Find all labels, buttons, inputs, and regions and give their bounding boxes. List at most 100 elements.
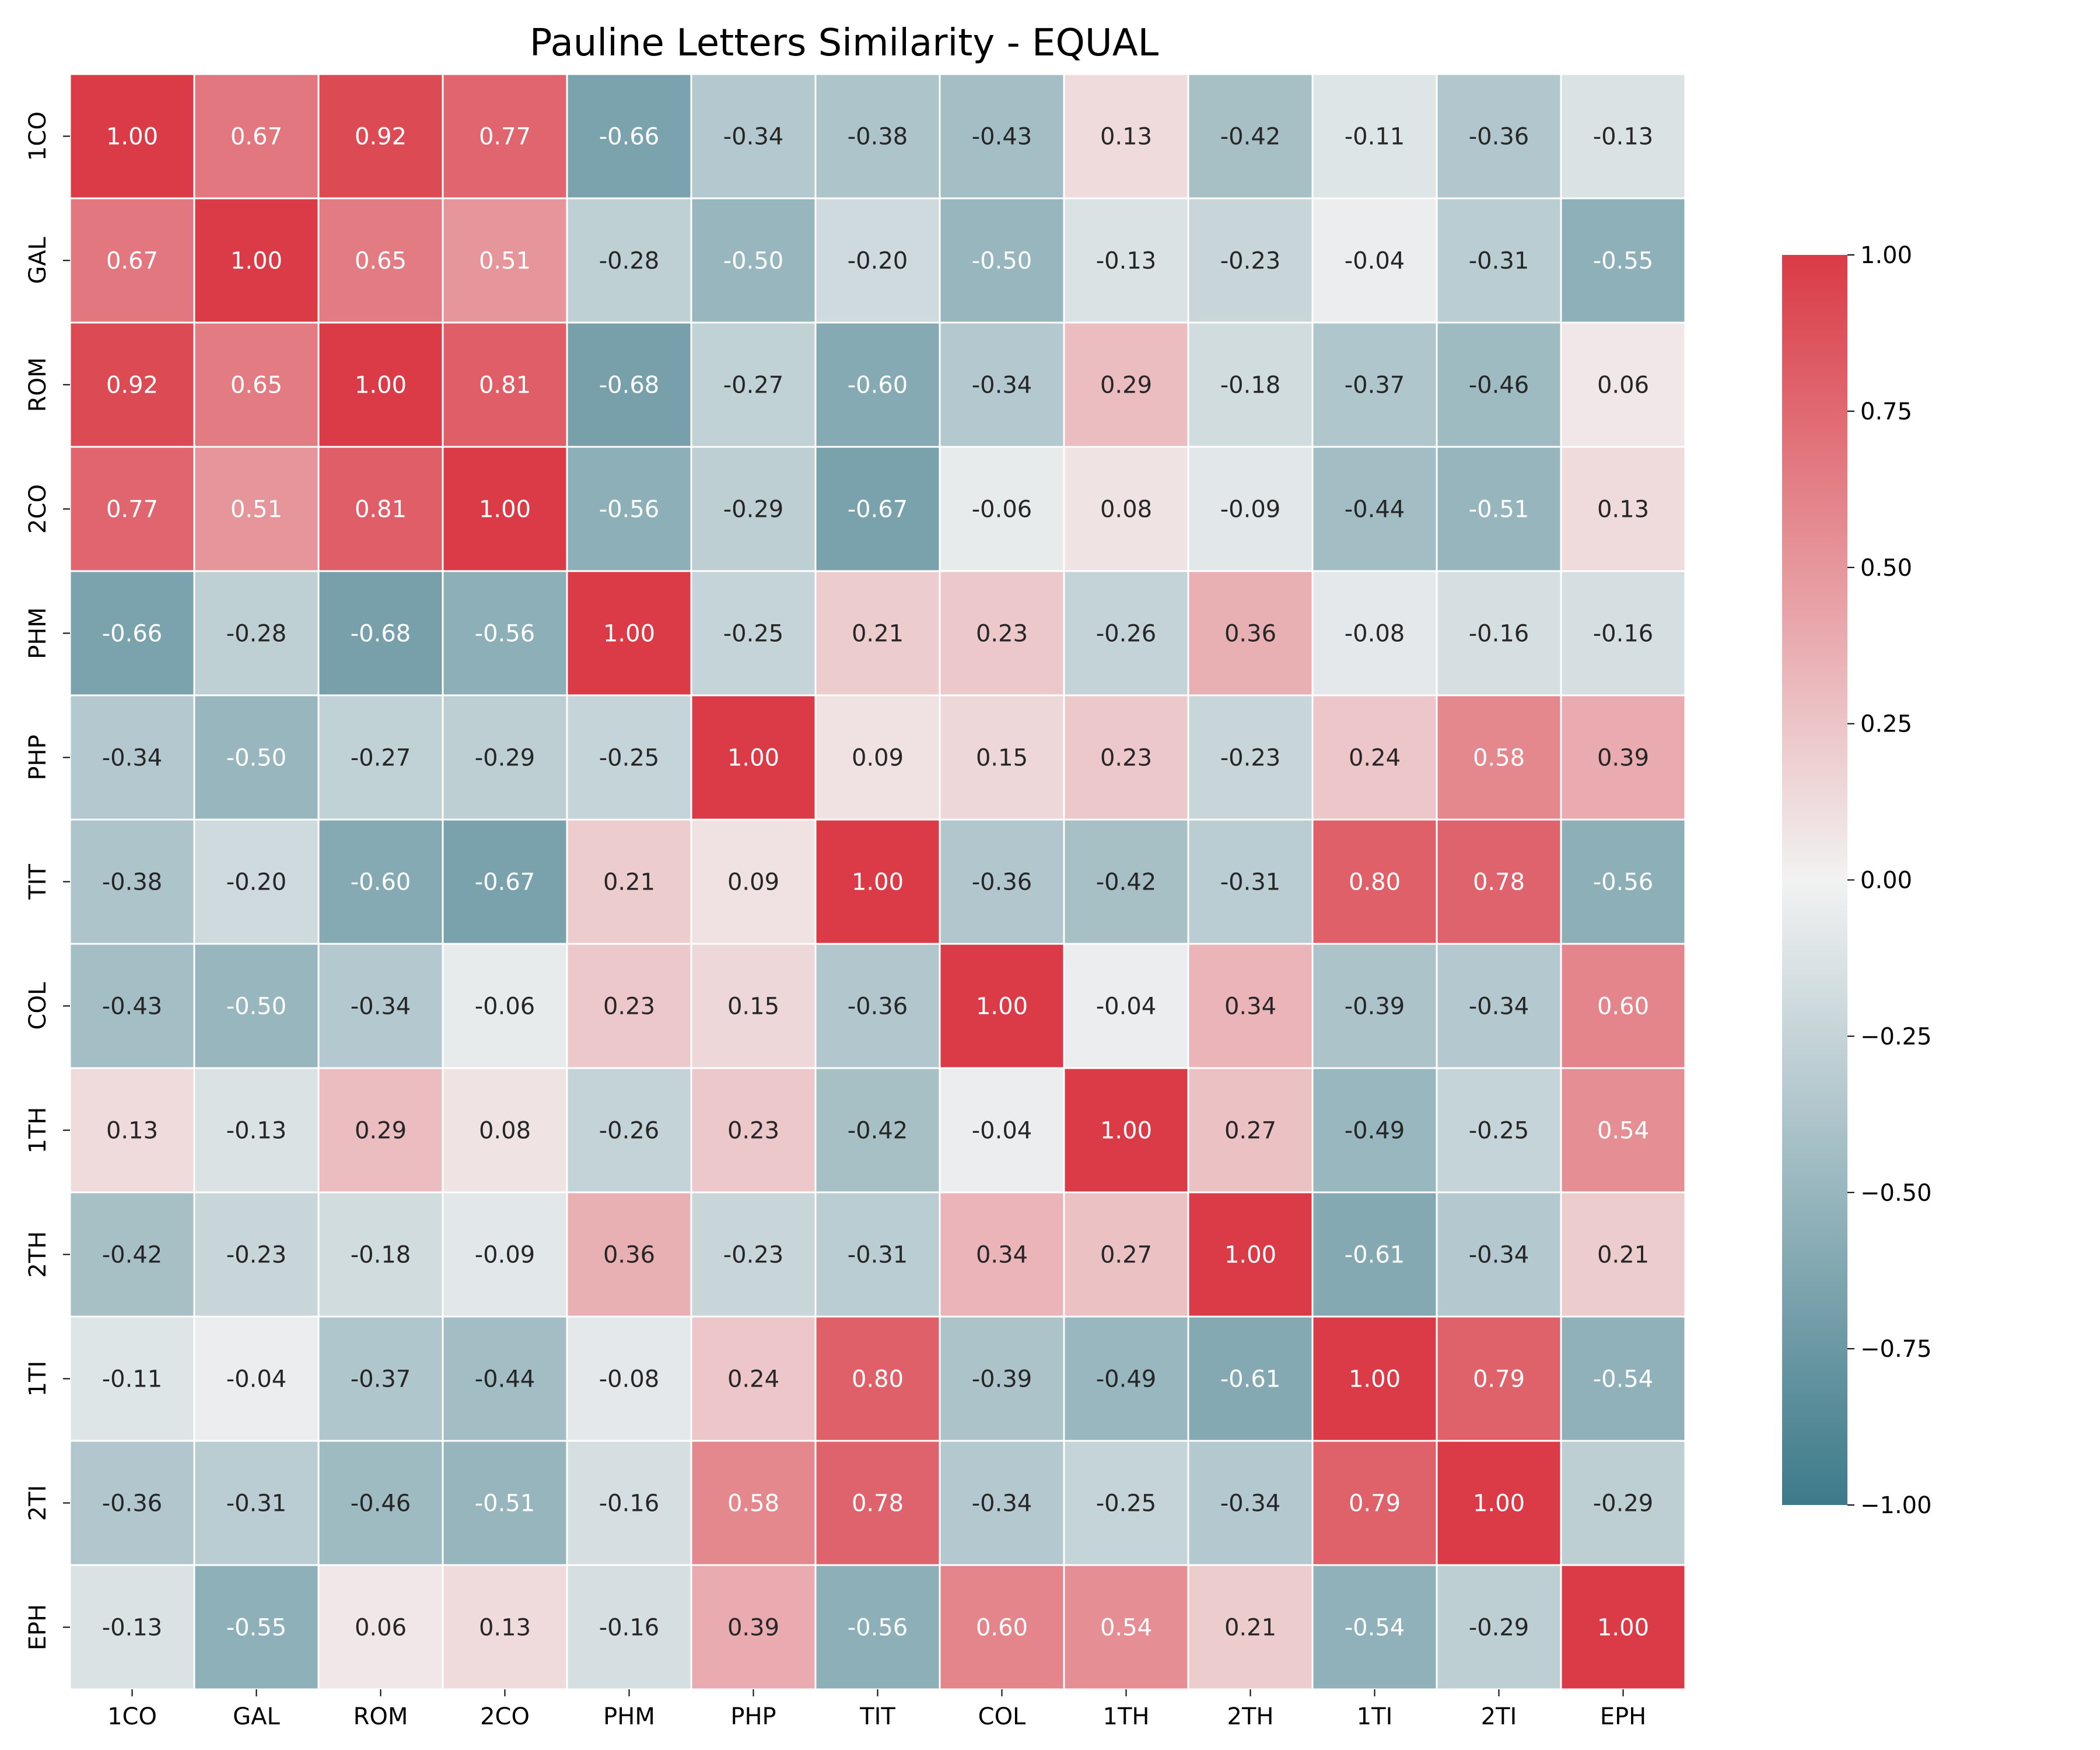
heatmap-cell <box>193 694 320 821</box>
cell-value-label: 0.08 <box>479 1118 531 1144</box>
cell-value-label: -0.09 <box>1220 496 1281 523</box>
cell-value-label: -0.34 <box>972 372 1032 399</box>
cell-value-label: 0.21 <box>1597 1242 1649 1269</box>
cell-value-label: 0.13 <box>1597 496 1649 523</box>
heatmap-cell <box>939 818 1065 945</box>
heatmap-cell <box>814 818 941 945</box>
cell-value-label: -0.25 <box>599 745 660 772</box>
heatmap-cell <box>317 1315 444 1442</box>
heatmap-cell <box>317 197 444 324</box>
cell-value-label: 0.08 <box>1100 496 1152 523</box>
heatmap-cell <box>566 1191 692 1318</box>
heatmap-cell <box>939 1067 1065 1194</box>
cell-value-label: -0.50 <box>226 993 287 1020</box>
y-tick-label: COL <box>24 982 51 1030</box>
cell-value-label: -0.66 <box>102 621 163 648</box>
cell-value-label: 0.79 <box>1473 1366 1525 1393</box>
heatmap-cell <box>1311 446 1438 572</box>
cell-value-label: 0.36 <box>1224 621 1276 648</box>
cell-value-label: -0.18 <box>1220 372 1281 399</box>
cell-value-label: -0.50 <box>972 248 1032 275</box>
cell-value-label: 0.51 <box>479 248 531 275</box>
heatmap-cell <box>1436 570 1562 696</box>
heatmap-cell <box>566 321 692 448</box>
heatmap-cell <box>814 943 941 1069</box>
cell-value-label: -0.61 <box>1345 1242 1405 1269</box>
heatmap-cell <box>1311 570 1438 696</box>
cell-value-label: 0.79 <box>1349 1490 1401 1517</box>
heatmap-cell <box>566 943 692 1069</box>
cell-value-label: -0.29 <box>475 745 536 772</box>
heatmap-cell <box>1063 321 1189 448</box>
cell-value-label: -0.27 <box>723 372 784 399</box>
heatmap-cell <box>317 1564 444 1690</box>
heatmap-cell <box>1560 446 1686 572</box>
heatmap-cell <box>317 446 444 572</box>
cell-value-label: -0.25 <box>1096 1490 1157 1517</box>
cell-value-label: 0.77 <box>106 496 158 523</box>
heatmap-cell <box>939 943 1065 1069</box>
colorbar-tick-label: −0.25 <box>1860 1023 1932 1050</box>
heatmap-cell <box>566 446 692 572</box>
cell-value-label: 0.09 <box>852 745 904 772</box>
heatmap-cell <box>1187 73 1314 200</box>
cell-value-label: -0.04 <box>226 1366 287 1393</box>
heatmap-cell <box>317 694 444 821</box>
cell-value-label: -0.56 <box>848 1615 908 1642</box>
cell-value-label: 1.00 <box>852 869 904 896</box>
cell-value-label: 0.13 <box>1100 124 1152 150</box>
y-tick-label: PHP <box>24 734 51 780</box>
heatmap-cell <box>442 694 568 821</box>
y-tick-label: 2TI <box>24 1485 51 1521</box>
cell-value-label: -0.29 <box>1593 1490 1654 1517</box>
heatmap-cell <box>317 73 444 200</box>
heatmap-cell <box>1560 1564 1686 1690</box>
heatmap-cell <box>1436 1315 1562 1442</box>
cell-value-label: 1.00 <box>603 621 655 648</box>
cell-value-label: 0.06 <box>355 1615 407 1642</box>
cell-value-label: -0.34 <box>1469 1242 1530 1269</box>
heatmap-cell <box>1436 943 1562 1069</box>
cell-value-label: -0.23 <box>226 1242 287 1269</box>
cell-value-label: -0.16 <box>599 1490 660 1517</box>
colorbar: 1.00 0.75 0.50 0.25 0.00 −0.25 −0.50 −0.75 −1.00 <box>1782 242 1932 1519</box>
cell-value-label: 0.54 <box>1597 1118 1649 1144</box>
colorbar-tick-label: −0.75 <box>1860 1336 1932 1363</box>
cell-value-label: -0.49 <box>1345 1118 1405 1144</box>
cell-value-label: -0.26 <box>599 1118 660 1144</box>
cell-value-label: -0.37 <box>351 1366 411 1393</box>
heatmap-cell <box>317 570 444 696</box>
cell-value-label: -0.13 <box>226 1118 287 1144</box>
heatmap-cell <box>442 321 568 448</box>
cell-value-label: 0.80 <box>852 1366 904 1393</box>
colorbar-tick-label: 0.00 <box>1860 867 1912 894</box>
heatmap-cell <box>814 197 941 324</box>
x-tick-label: 1TI <box>1357 1703 1393 1730</box>
cell-value-label: -0.43 <box>972 124 1032 150</box>
cell-value-label: -0.08 <box>1345 621 1405 648</box>
heatmap-cell <box>1560 694 1686 821</box>
cell-value-label: 0.27 <box>1100 1242 1152 1269</box>
heatmap-cell <box>1063 197 1189 324</box>
cell-value-label: 1.00 <box>479 496 531 523</box>
cell-value-label: 1.00 <box>976 993 1028 1020</box>
cell-value-label: -0.04 <box>1345 248 1405 275</box>
heatmap-cell <box>939 1440 1065 1566</box>
cell-value-label: 0.24 <box>727 1366 779 1393</box>
cell-value-label: 0.65 <box>355 248 407 275</box>
cell-value-label: 0.06 <box>1597 372 1649 399</box>
heatmap-cell <box>1187 1191 1314 1318</box>
cell-value-label: 1.00 <box>1597 1615 1649 1642</box>
cell-value-label: 0.67 <box>106 248 158 275</box>
cell-value-label: -0.51 <box>1469 496 1530 523</box>
heatmap-cell <box>1063 73 1189 200</box>
heatmap-cell <box>442 446 568 572</box>
y-tick-label: TIT <box>24 864 51 900</box>
heatmap-cell <box>317 1067 444 1194</box>
cell-value-label: -0.34 <box>723 124 784 150</box>
heatmap-cell <box>814 1067 941 1194</box>
y-tick-label: 2CO <box>24 484 51 534</box>
cell-value-label: -0.04 <box>972 1118 1032 1144</box>
x-tick-label: PHP <box>730 1703 776 1730</box>
heatmap-cell <box>1187 197 1314 324</box>
